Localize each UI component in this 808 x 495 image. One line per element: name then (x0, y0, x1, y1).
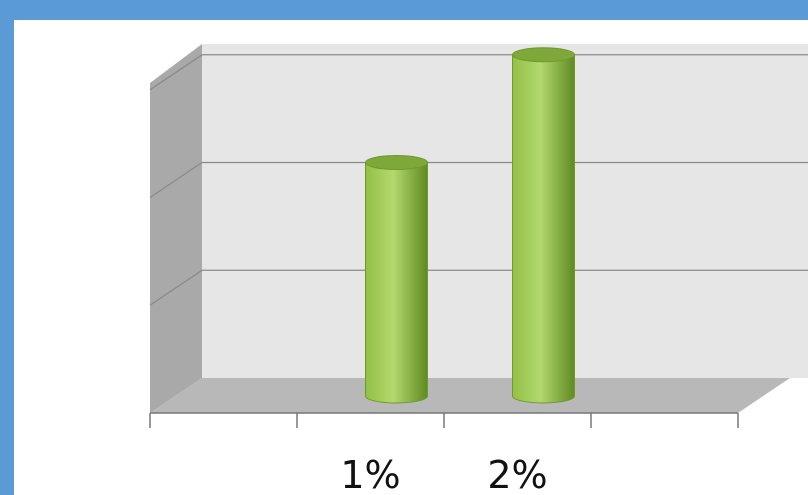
floor (150, 378, 790, 413)
bar-1% (365, 155, 428, 404)
frame-top (0, 0, 808, 20)
bar-2% (512, 47, 575, 404)
x-axis-labels: 1% 2% (340, 453, 547, 495)
x-tick-label: 2% (487, 453, 547, 495)
side-wall (150, 44, 202, 413)
gridline (149, 161, 808, 199)
bars (365, 47, 575, 404)
frame-left (0, 0, 14, 495)
x-tick-label: 1% (340, 453, 400, 495)
gridline (149, 269, 808, 306)
gridline (149, 54, 808, 91)
back-wall (202, 44, 808, 378)
x-axis-ticks (149, 413, 739, 428)
gridlines (149, 54, 808, 306)
